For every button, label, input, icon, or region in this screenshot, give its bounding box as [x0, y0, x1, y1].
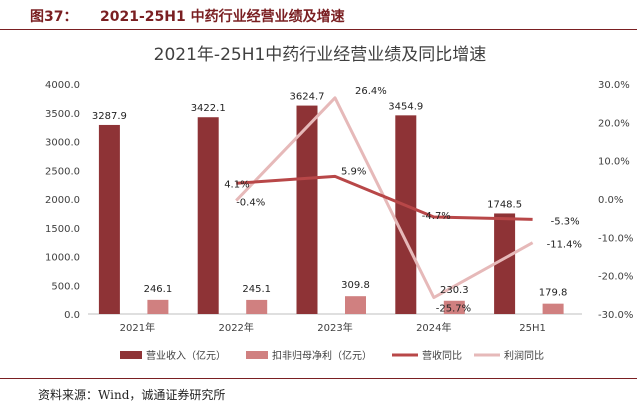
chart: 2021年-25H1中药行业经营业绩及同比增速 0.0 500.0 1000.0 15…	[45, 45, 633, 362]
legend-profit-swatch	[246, 351, 268, 359]
y-left-tick-label: 3500.0	[45, 109, 80, 120]
y-left-tick-label: 4000.0	[45, 80, 80, 91]
y-right-tick-label: 10.0%	[598, 157, 630, 168]
figure-caption: 2021-25H1 中药行业经营业绩及增速	[100, 9, 345, 25]
profit-yoy-label: 26.4%	[355, 86, 387, 97]
revenue-yoy-label: -5.3%	[551, 216, 580, 227]
profit-bar	[443, 300, 465, 314]
y-left-tick-label: 3000.0	[45, 138, 80, 149]
y-left-tick-label: 500.0	[51, 281, 80, 292]
y-left-tick-label: 1500.0	[45, 224, 80, 235]
y-right-tick-label: -10.0%	[598, 233, 633, 244]
profit-yoy-label: -11.4%	[547, 240, 582, 251]
profit-bar-label: 245.1	[242, 284, 271, 295]
legend-revenue: 营业收入（亿元）	[120, 349, 226, 362]
legend-revenue-yoy-text: 营收同比	[422, 349, 462, 362]
x-tick-label: 2024年	[416, 321, 451, 334]
profit-bar	[542, 303, 564, 314]
legend-profit-yoy: 利润同比	[474, 349, 544, 362]
profit-bar-label: 309.8	[341, 280, 370, 291]
revenue-bar	[197, 117, 219, 314]
revenue-bar-label: 3624.7	[290, 92, 325, 103]
profit-yoy-label: -0.4%	[236, 198, 265, 209]
revenue-bar	[494, 213, 516, 314]
legend-profit: 扣非归母净利（亿元）	[246, 349, 372, 362]
chart-title: 2021年-25H1中药行业经营业绩及同比增速	[154, 45, 487, 65]
profit-bar-label: 246.1	[144, 284, 173, 295]
y-right-tick-label: 30.0%	[598, 80, 630, 91]
profit-yoy-label: -25.7%	[436, 304, 471, 315]
x-tick-label: 2022年	[218, 321, 253, 334]
revenue-bar	[296, 105, 318, 315]
legend-revenue-swatch	[120, 351, 142, 359]
footer-rule	[0, 378, 637, 379]
profit-bar	[345, 296, 366, 314]
y-left-tick-label: 0.0	[64, 310, 80, 321]
y-right-tick-label: 0.0%	[598, 195, 623, 206]
revenue-bar-label: 1748.5	[487, 199, 522, 210]
revenue-bar-label: 3287.9	[92, 111, 127, 122]
revenue-bar	[395, 115, 417, 314]
figure-label: 图37：	[30, 9, 78, 25]
source-note: 资料来源：Wind，诚通证券研究所	[38, 388, 226, 402]
revenue-yoy-label: 4.1%	[224, 179, 249, 190]
profit-bar-label: 179.8	[539, 288, 568, 299]
y-left-tick-label: 2000.0	[45, 195, 80, 206]
legend-profit-text: 扣非归母净利（亿元）	[272, 349, 372, 362]
revenue-bar-label: 3454.9	[388, 101, 423, 112]
revenue-yoy-label: -4.7%	[422, 211, 451, 222]
legend-profit-yoy-text: 利润同比	[504, 349, 544, 362]
revenue-yoy-line	[236, 174, 533, 221]
x-tick-label: 2023年	[317, 321, 352, 334]
y-left-tick-label: 1000.0	[45, 253, 80, 264]
legend-revenue-yoy: 营收同比	[392, 349, 462, 362]
revenue-bar	[98, 124, 120, 315]
x-tick-label: 2021年	[120, 321, 155, 334]
profit-bar-label: 230.3	[440, 285, 469, 296]
y-left-tick-label: 2500.0	[45, 166, 80, 177]
revenue-bar-label: 3422.1	[191, 103, 226, 114]
y-right-tick-label: -20.0%	[598, 272, 633, 283]
revenue-yoy-label: 5.9%	[341, 166, 366, 177]
legend-revenue-text: 营业收入（亿元）	[146, 349, 226, 362]
x-tick-label: 25H1	[519, 323, 546, 334]
profit-bar	[246, 299, 268, 314]
y-right-tick-label: -30.0%	[598, 310, 633, 321]
figure-header: 图37： 2021-25H1 中药行业经营业绩及增速	[0, 0, 637, 30]
y-right-tick-label: 20.0%	[598, 118, 630, 129]
profit-bar	[147, 299, 169, 314]
